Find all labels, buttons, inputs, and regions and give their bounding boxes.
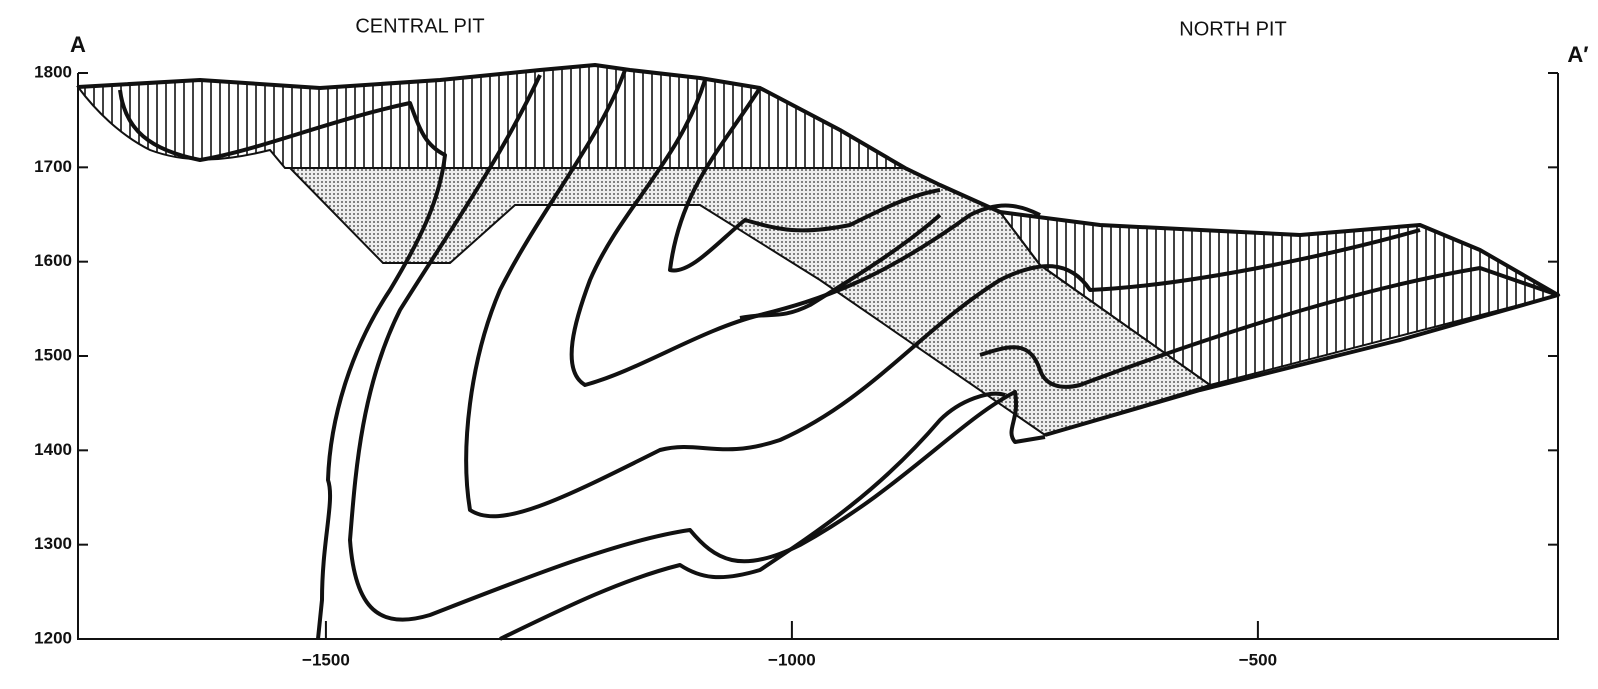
contact	[500, 394, 1005, 639]
geology	[78, 65, 1558, 639]
section-end-label: A′	[1567, 42, 1588, 67]
pit-label: NORTH PIT	[1179, 18, 1286, 40]
y-tick-label: 1400	[34, 440, 72, 459]
y-tick-label: 1600	[34, 251, 72, 270]
x-tick-label: −500	[1239, 650, 1277, 669]
cross-section: A A′ CENTRAL PIT NORTH PIT 1200 1300 1400 1…	[0, 0, 1598, 689]
pit-label: CENTRAL PIT	[355, 15, 484, 37]
y-tick-label: 1300	[34, 534, 72, 553]
y-tick-label: 1500	[34, 345, 72, 364]
y-tick-label: 1200	[34, 628, 72, 647]
section-end-label: A	[70, 32, 86, 57]
dotted-unit	[290, 168, 1210, 435]
x-tick-label: −1000	[768, 650, 816, 669]
x-tick-label: −1500	[302, 650, 350, 669]
y-tick-label: 1800	[34, 62, 72, 81]
y-tick-label: 1700	[34, 157, 72, 176]
